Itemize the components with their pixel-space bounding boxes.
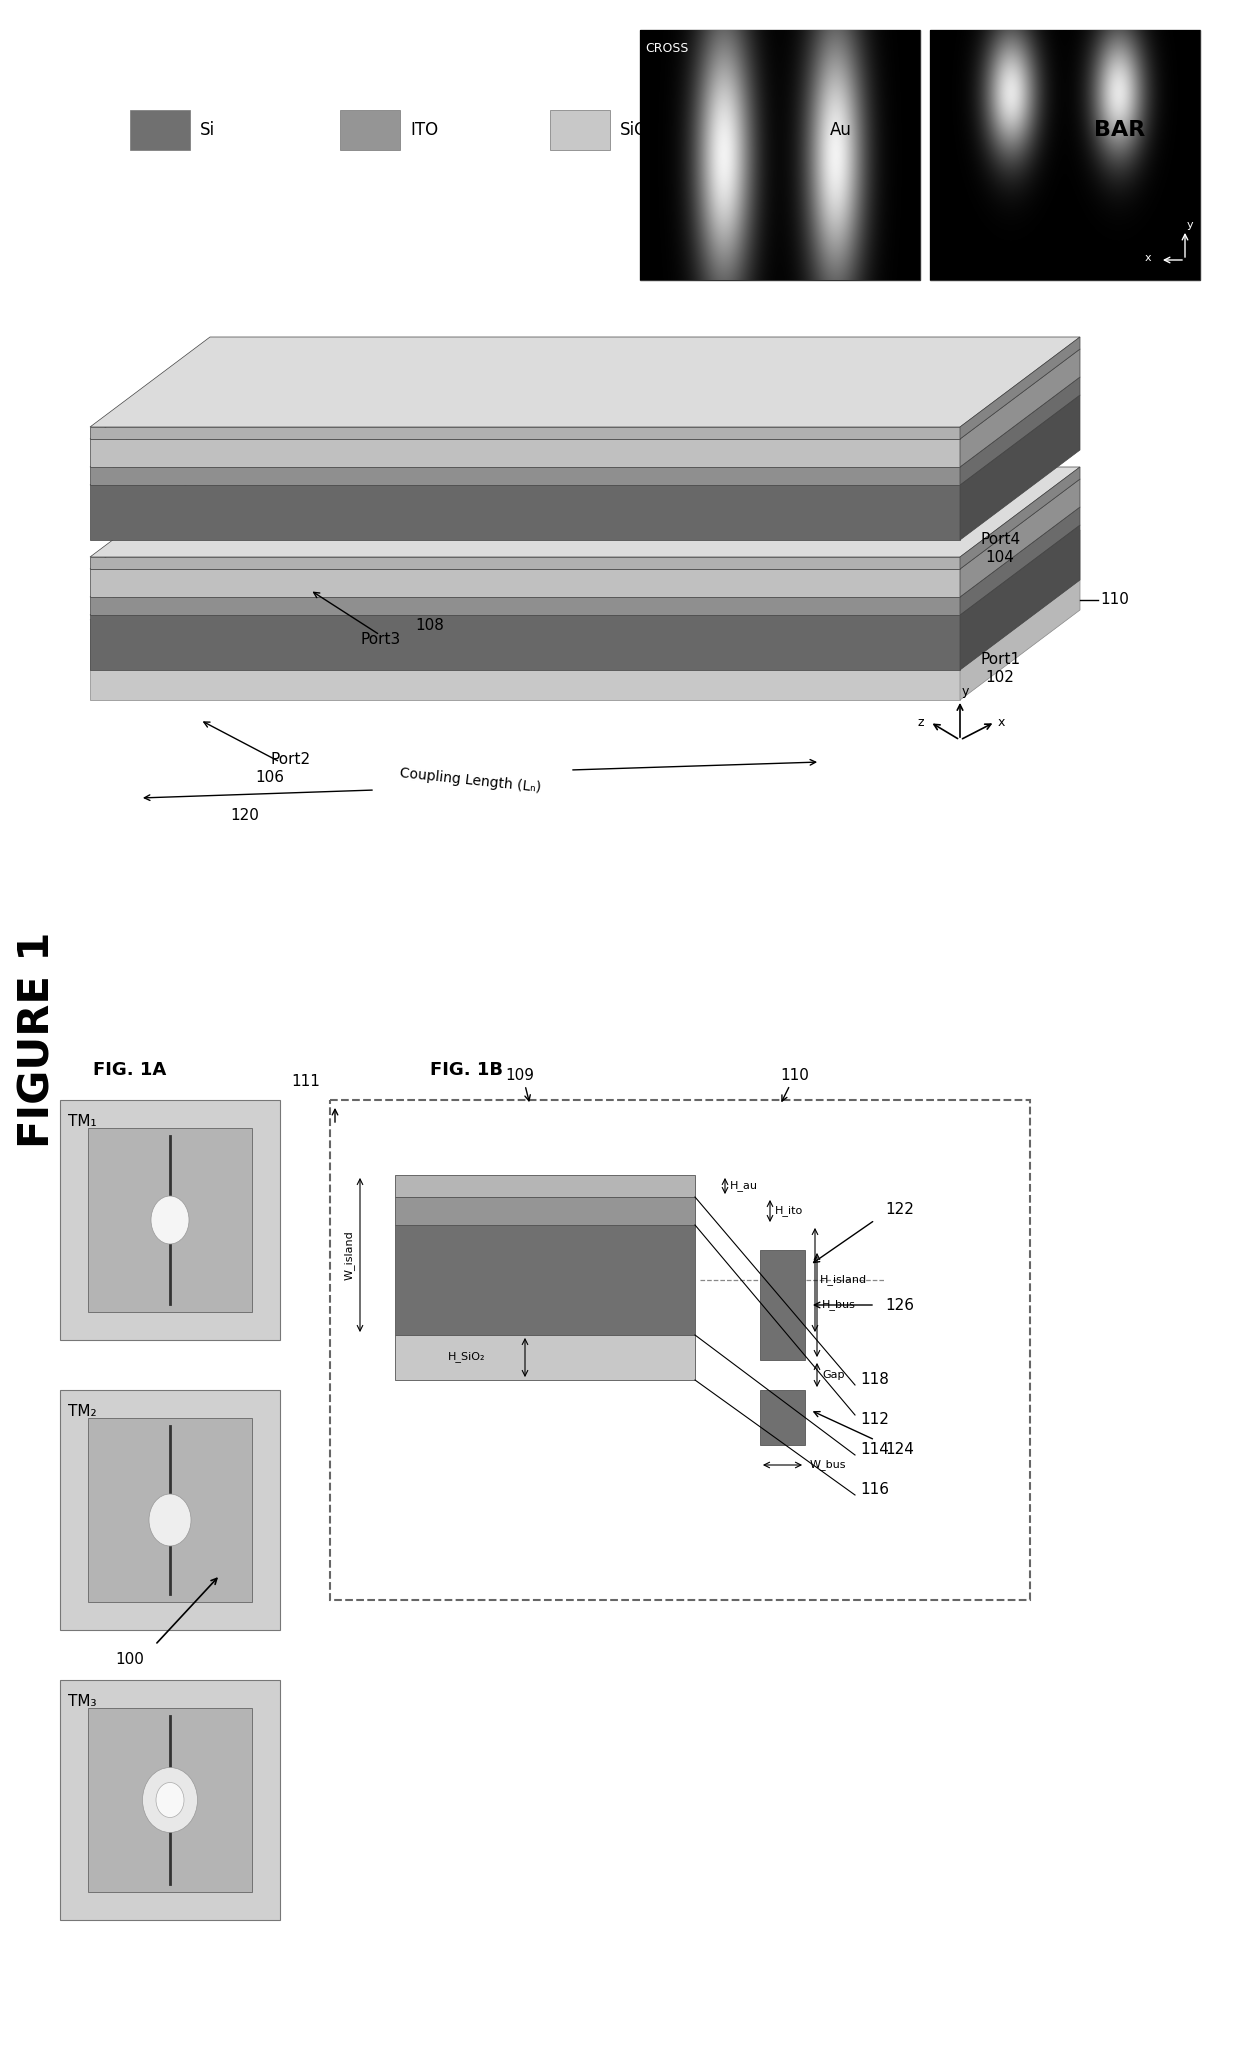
Text: W_island: W_island bbox=[343, 1231, 355, 1280]
Text: H_au: H_au bbox=[730, 1181, 758, 1191]
Text: Au: Au bbox=[830, 120, 852, 139]
Bar bbox=[88, 1127, 252, 1312]
Text: x: x bbox=[1145, 253, 1152, 263]
Text: 120: 120 bbox=[229, 808, 259, 823]
Text: 110: 110 bbox=[1100, 593, 1128, 607]
Bar bbox=[930, 29, 1200, 280]
Polygon shape bbox=[91, 597, 960, 615]
Bar bbox=[60, 1390, 280, 1631]
Polygon shape bbox=[91, 439, 960, 466]
Polygon shape bbox=[91, 557, 960, 570]
Text: H_ito: H_ito bbox=[775, 1206, 804, 1216]
Text: Port3: Port3 bbox=[360, 632, 401, 646]
Bar bbox=[130, 110, 190, 149]
Text: SiO₂: SiO₂ bbox=[620, 120, 655, 139]
Polygon shape bbox=[91, 508, 1080, 597]
Text: 106: 106 bbox=[255, 771, 284, 785]
Ellipse shape bbox=[149, 1494, 191, 1546]
Text: TM₁: TM₁ bbox=[68, 1115, 97, 1129]
Polygon shape bbox=[91, 524, 1080, 615]
Text: 104: 104 bbox=[985, 551, 1014, 566]
Polygon shape bbox=[91, 396, 1080, 485]
Ellipse shape bbox=[151, 1196, 188, 1243]
Text: 116: 116 bbox=[861, 1481, 889, 1498]
Text: 109: 109 bbox=[505, 1067, 534, 1082]
Bar bbox=[640, 29, 920, 280]
Polygon shape bbox=[91, 348, 1080, 439]
Text: H_SiO₂: H_SiO₂ bbox=[448, 1351, 485, 1363]
Polygon shape bbox=[91, 530, 1080, 620]
Polygon shape bbox=[960, 466, 1080, 570]
Text: Port2: Port2 bbox=[270, 752, 310, 767]
Text: 114: 114 bbox=[861, 1442, 889, 1457]
Text: Port4: Port4 bbox=[980, 533, 1021, 547]
Text: 102: 102 bbox=[985, 671, 1014, 686]
Bar bbox=[760, 1249, 805, 1359]
Text: x: x bbox=[998, 715, 1006, 729]
Text: 110: 110 bbox=[780, 1067, 808, 1082]
Text: Si: Si bbox=[200, 120, 215, 139]
Text: FIG. 1A: FIG. 1A bbox=[93, 1061, 166, 1080]
Polygon shape bbox=[960, 348, 1080, 466]
Polygon shape bbox=[91, 570, 960, 597]
Text: y: y bbox=[962, 686, 970, 698]
Text: 100: 100 bbox=[115, 1653, 144, 1668]
Text: 124: 124 bbox=[885, 1442, 914, 1457]
Text: 108: 108 bbox=[415, 617, 444, 632]
Text: W_bus: W_bus bbox=[810, 1459, 847, 1471]
Polygon shape bbox=[960, 479, 1080, 597]
Text: Port1: Port1 bbox=[980, 653, 1021, 667]
Text: FIGURE 1: FIGURE 1 bbox=[17, 932, 60, 1148]
Text: H_bus: H_bus bbox=[822, 1299, 856, 1310]
Text: 122: 122 bbox=[885, 1202, 914, 1218]
Polygon shape bbox=[91, 466, 960, 485]
Text: 112: 112 bbox=[861, 1413, 889, 1428]
Text: y: y bbox=[1187, 220, 1194, 230]
Polygon shape bbox=[91, 338, 1080, 427]
Bar bbox=[340, 110, 401, 149]
Text: z: z bbox=[918, 715, 925, 729]
Text: 111: 111 bbox=[291, 1075, 320, 1090]
Text: TM₃: TM₃ bbox=[68, 1695, 97, 1709]
Text: 126: 126 bbox=[885, 1297, 914, 1312]
Text: ITO: ITO bbox=[410, 120, 438, 139]
Bar bbox=[88, 1417, 252, 1602]
Text: TM₂: TM₂ bbox=[68, 1405, 97, 1419]
Polygon shape bbox=[91, 466, 1080, 557]
Text: 118: 118 bbox=[861, 1372, 889, 1388]
Polygon shape bbox=[960, 530, 1080, 700]
Polygon shape bbox=[91, 615, 960, 669]
Bar bbox=[760, 1390, 805, 1444]
Polygon shape bbox=[91, 485, 960, 541]
Polygon shape bbox=[91, 427, 960, 439]
Polygon shape bbox=[91, 620, 960, 700]
Text: CROSS: CROSS bbox=[645, 41, 688, 54]
Bar bbox=[60, 1680, 280, 1921]
Bar bbox=[88, 1707, 252, 1892]
Bar bbox=[396, 1334, 694, 1380]
Text: Gap: Gap bbox=[822, 1370, 844, 1380]
Polygon shape bbox=[91, 479, 1080, 570]
Polygon shape bbox=[960, 524, 1080, 669]
Polygon shape bbox=[960, 338, 1080, 439]
Text: FIG. 1B: FIG. 1B bbox=[430, 1061, 503, 1080]
Polygon shape bbox=[960, 508, 1080, 615]
Text: H_island: H_island bbox=[820, 1274, 867, 1285]
Bar bbox=[396, 1198, 694, 1225]
Polygon shape bbox=[960, 377, 1080, 485]
Ellipse shape bbox=[156, 1782, 184, 1817]
Ellipse shape bbox=[143, 1767, 197, 1832]
Bar bbox=[760, 110, 820, 149]
Polygon shape bbox=[91, 377, 1080, 466]
Bar bbox=[551, 110, 610, 149]
Text: BAR: BAR bbox=[1095, 120, 1146, 141]
Bar bbox=[330, 1100, 1030, 1600]
Bar bbox=[396, 1225, 694, 1334]
Text: Coupling Length (Lₙ): Coupling Length (Lₙ) bbox=[398, 767, 542, 794]
Bar bbox=[60, 1100, 280, 1341]
Polygon shape bbox=[960, 396, 1080, 541]
Bar bbox=[396, 1175, 694, 1198]
